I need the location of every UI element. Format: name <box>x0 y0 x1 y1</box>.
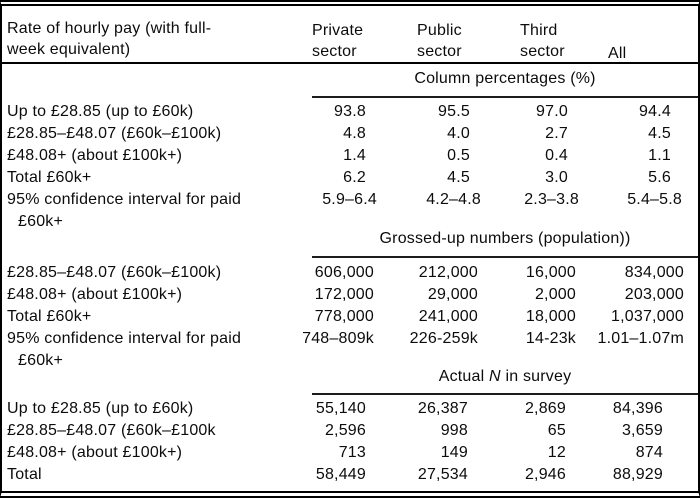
cell-public: 998 <box>440 422 468 439</box>
cell-public: 212,000 <box>418 264 478 281</box>
row-label-line2: £60k+ <box>18 213 64 230</box>
table-row: £48.08+ (about £100k+) 172,000 29,000 2,… <box>2 284 698 306</box>
row-label: £48.08+ (about £100k+) <box>7 286 183 303</box>
cell-all: 5.4–5.8 <box>627 191 682 208</box>
cell-all: 94.4 <box>639 103 671 120</box>
row-label: Total £60k+ <box>7 308 92 325</box>
cell-third: 18,000 <box>525 308 576 325</box>
cell-all: 1,037,000 <box>611 308 684 325</box>
table-row: £48.08+ (about £100k+) 713 149 12 874 <box>2 442 698 464</box>
row-label: £28.85–£48.07 (£60k–£100k) <box>7 125 222 142</box>
cell-third: 16,000 <box>525 264 576 281</box>
cell-all: 1.1 <box>648 147 671 164</box>
cell-all: 3,659 <box>621 422 663 439</box>
section-rule <box>312 393 698 395</box>
cell-private: 6.2 <box>343 169 366 186</box>
column-header-private-sector: Private sector <box>312 22 364 60</box>
table-row: Up to £28.85 (up to £60k) 93.8 95.5 97.0… <box>2 101 698 123</box>
row-label: £28.85–£48.07 (£60k–£100k) <box>7 264 222 281</box>
row-label: 95% confidence interval for paid £60k+ <box>2 328 292 372</box>
table-row: £28.85–£48.07 (£60k–£100k 2,596 998 65 3… <box>2 420 698 442</box>
cell-private: 748–809k <box>302 330 374 347</box>
table-row: Total £60k+ 778,000 241,000 18,000 1,037… <box>2 306 698 328</box>
row-label: 95% confidence interval for paid £60k+ <box>2 189 292 233</box>
cell-all: 874 <box>635 444 663 461</box>
cell-third: 2.7 <box>545 125 568 142</box>
row-label-line1: 95% confidence interval for paid <box>7 191 242 208</box>
cell-public: 4.2–4.8 <box>426 191 481 208</box>
section-header: Column percentages (%) <box>414 70 596 87</box>
section-header: Grossed-up numbers (population)) <box>379 230 631 247</box>
cell-public: 27,534 <box>417 466 468 483</box>
table-row: £28.85–£48.07 (£60k–£100k) 606,000 212,0… <box>2 262 698 284</box>
section-rule <box>312 256 698 258</box>
section-header-prefix: Actual <box>438 368 490 385</box>
table-row-confidence-interval: 95% confidence interval for paid £60k+ 7… <box>2 328 698 372</box>
table-row: Total £60k+ 6.2 4.5 3.0 5.6 <box>2 167 698 189</box>
cell-private: 55,140 <box>315 400 366 417</box>
cell-private: 713 <box>338 444 366 461</box>
cell-third: 3.0 <box>545 169 568 186</box>
cell-private: 93.8 <box>334 103 366 120</box>
cell-third: 2,869 <box>524 400 566 417</box>
table-title: Rate of hourly pay (with full-week equiv… <box>7 20 212 58</box>
cell-public: 26,387 <box>417 400 468 417</box>
cell-all: 1.01–1.07m <box>597 330 684 347</box>
cell-private: 606,000 <box>314 264 374 281</box>
column-header-public-sector: Public sector <box>417 22 462 60</box>
cell-all: 88,929 <box>612 466 663 483</box>
row-label: Up to £28.85 (up to £60k) <box>7 400 194 417</box>
row-label: £48.08+ (about £100k+) <box>7 147 183 164</box>
cell-third: 97.0 <box>536 103 568 120</box>
cell-all: 203,000 <box>624 286 684 303</box>
cell-private: 58,449 <box>315 466 366 483</box>
table-row: £28.85–£48.07 (£60k–£100k) 4.8 4.0 2.7 4… <box>2 123 698 145</box>
cell-all: 834,000 <box>624 264 684 281</box>
section-header: Actual N in survey <box>312 367 698 387</box>
column-header-all: All <box>608 45 627 62</box>
row-label: Total <box>7 466 42 483</box>
cell-third: 2,946 <box>524 466 566 483</box>
cell-private: 5.9–6.4 <box>322 191 377 208</box>
row-label: Total £60k+ <box>7 169 92 186</box>
row-label-line1: 95% confidence interval for paid <box>7 330 242 347</box>
cell-third: 0.4 <box>545 147 568 164</box>
column-header-third-sector: Third sector <box>520 22 565 60</box>
cell-third: 14-23k <box>525 330 576 347</box>
cell-private: 172,000 <box>314 286 374 303</box>
cell-third: 2,000 <box>534 286 576 303</box>
cell-private: 4.8 <box>343 125 366 142</box>
cell-third: 65 <box>547 422 566 439</box>
cell-public: 241,000 <box>418 308 478 325</box>
cell-third: 12 <box>547 444 566 461</box>
row-label-line2: £60k+ <box>18 352 64 369</box>
cell-all: 84,396 <box>612 400 663 417</box>
cell-public: 95.5 <box>438 103 470 120</box>
cell-private: 778,000 <box>314 308 374 325</box>
table-row: Up to £28.85 (up to £60k) 55,140 26,387 … <box>2 398 698 420</box>
row-label: £28.85–£48.07 (£60k–£100k <box>7 422 216 439</box>
row-label: £48.08+ (about £100k+) <box>7 444 183 461</box>
cell-public: 4.0 <box>447 125 470 142</box>
cell-all: 4.5 <box>648 125 671 142</box>
row-label: Up to £28.85 (up to £60k) <box>7 103 194 120</box>
cell-public: 4.5 <box>447 169 470 186</box>
header-divider-rule <box>2 62 698 64</box>
cell-public: 149 <box>440 444 468 461</box>
section-rule <box>312 96 698 98</box>
section-header-suffix: in survey <box>500 368 572 385</box>
table-row: £48.08+ (about £100k+) 1.4 0.5 0.4 1.1 <box>2 145 698 167</box>
cell-public: 226-259k <box>409 330 478 347</box>
cell-public: 0.5 <box>447 147 470 164</box>
table-row-confidence-interval: 95% confidence interval for paid £60k+ 5… <box>2 189 698 233</box>
cell-third: 2.3–3.8 <box>524 191 579 208</box>
table-row-total: Total 58,449 27,534 2,946 88,929 <box>2 464 698 486</box>
cell-private: 1.4 <box>343 147 366 164</box>
section-header-n-italic: N <box>489 368 501 385</box>
cell-public: 29,000 <box>427 286 478 303</box>
cell-private: 2,596 <box>324 422 366 439</box>
cell-all: 5.6 <box>648 169 671 186</box>
